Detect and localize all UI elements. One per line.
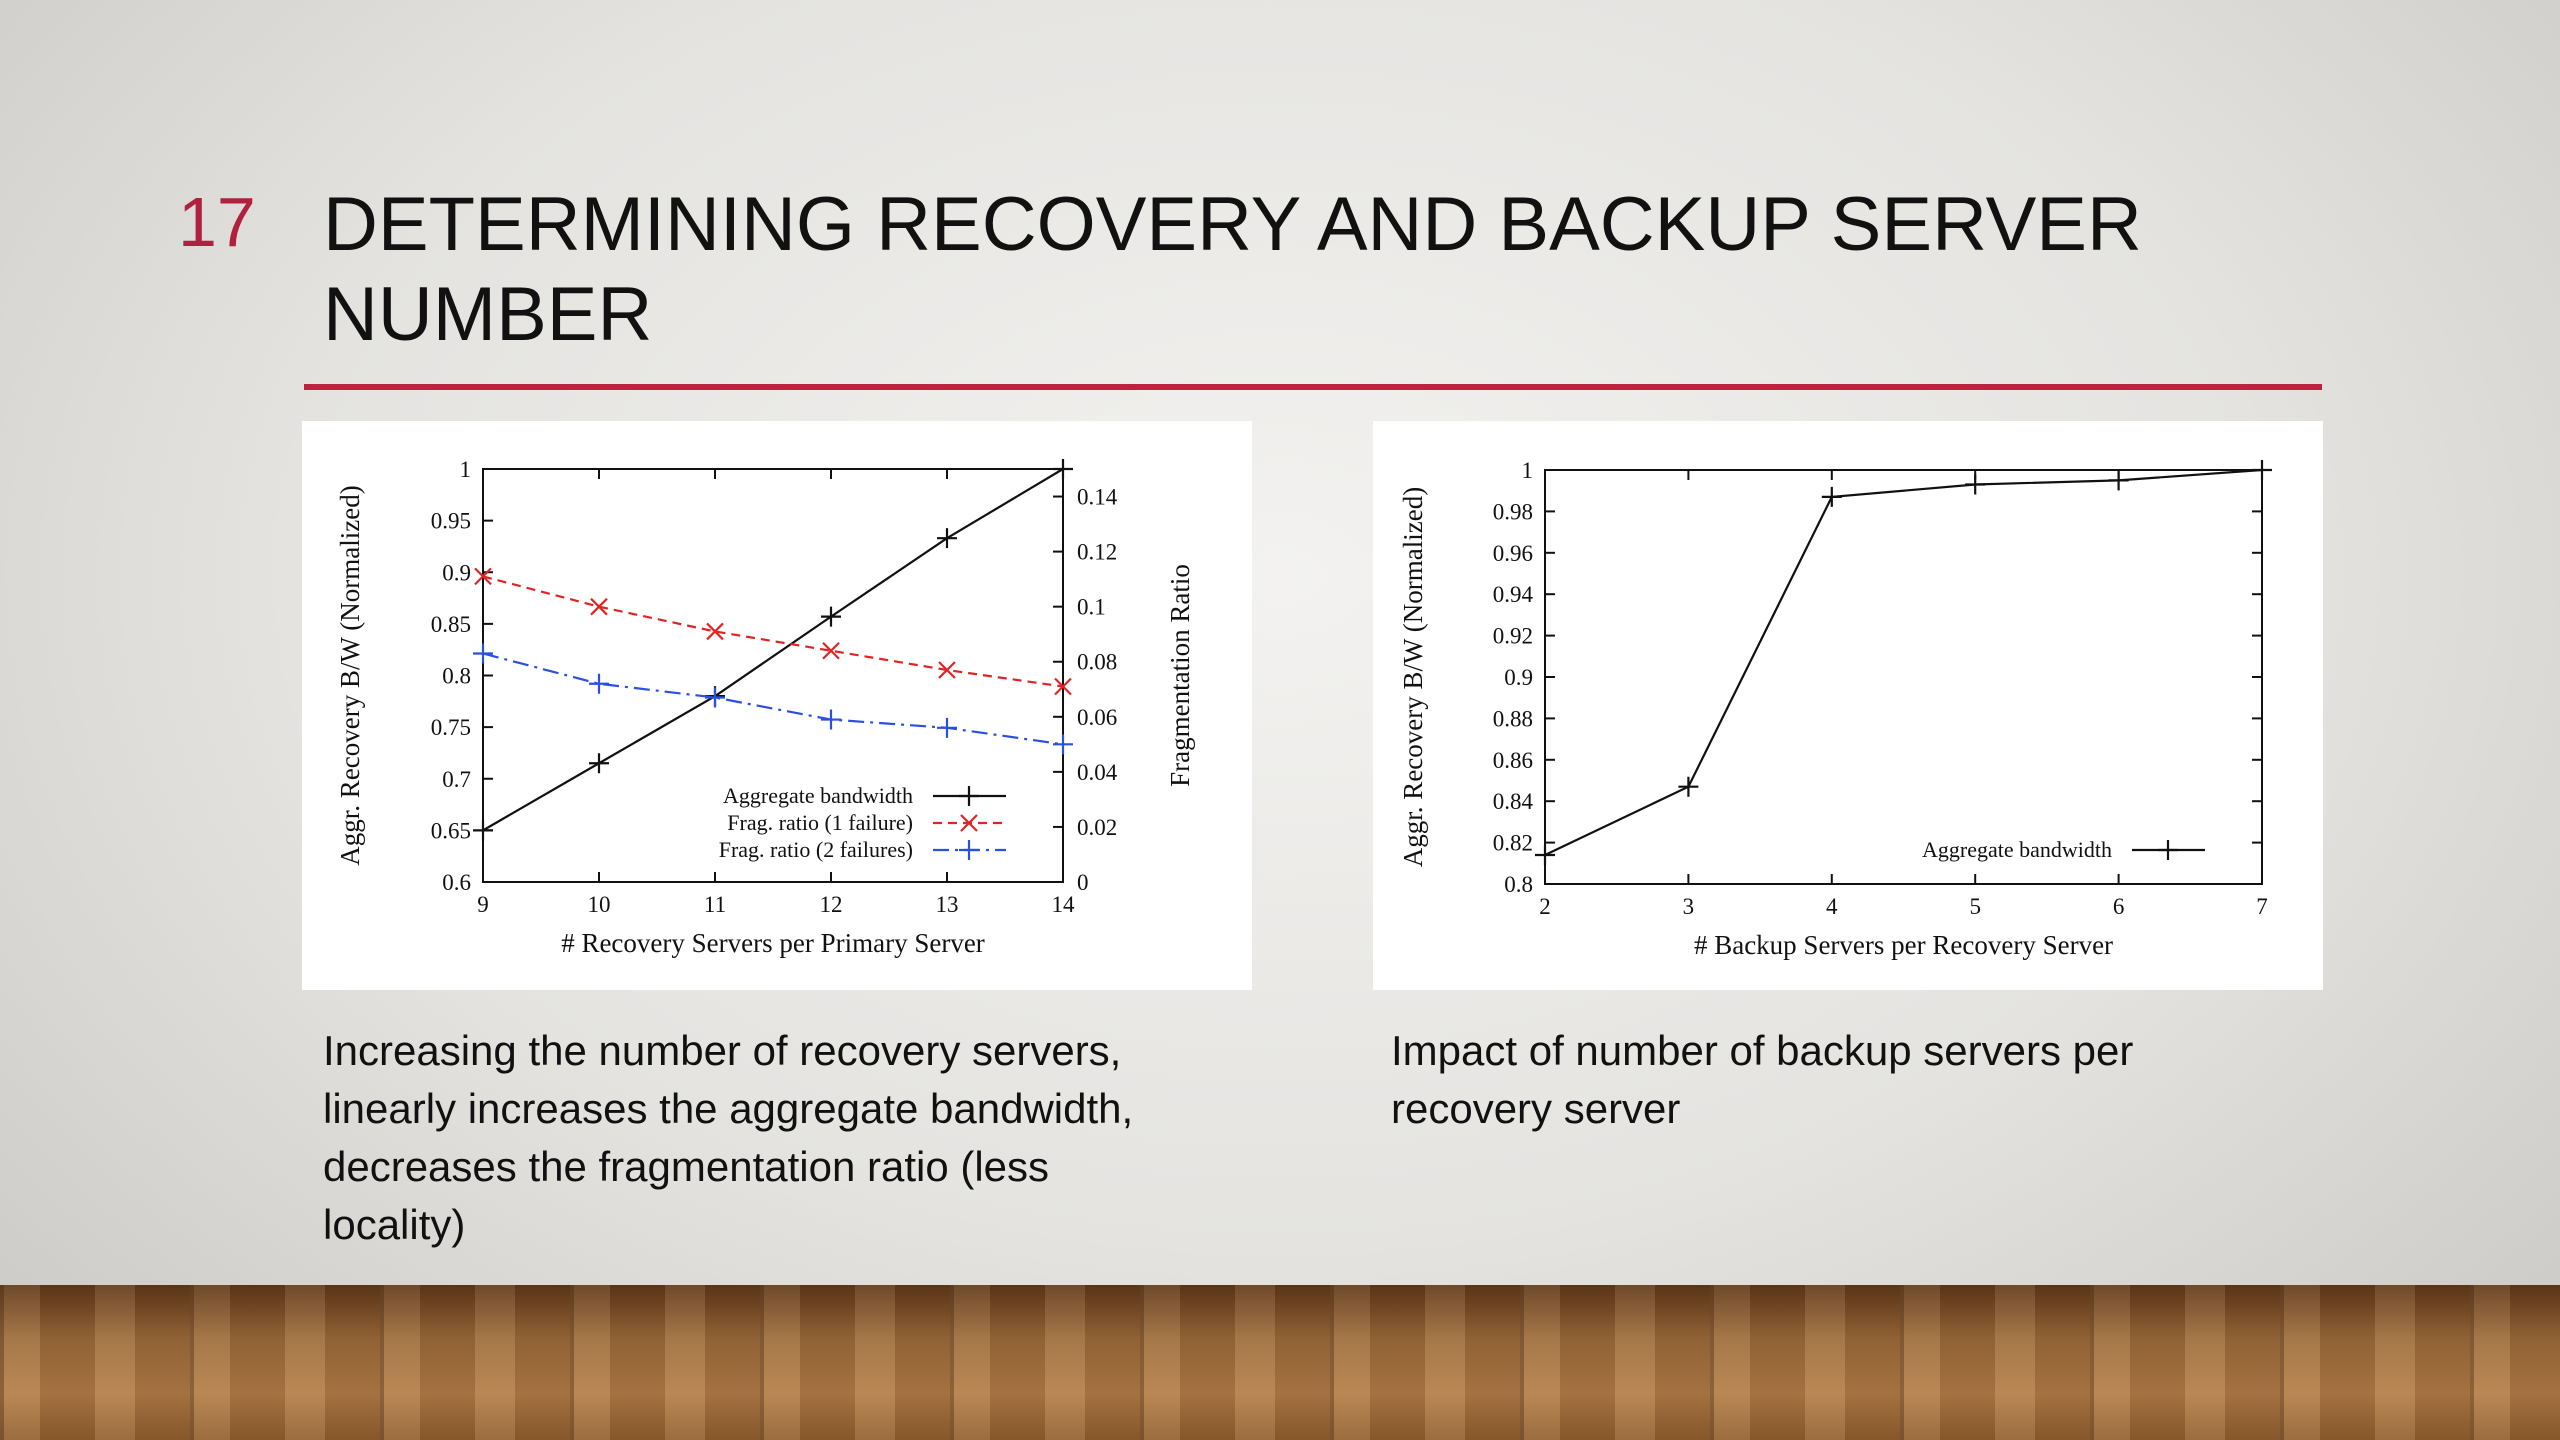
y-tick-label: 0.8 <box>1504 872 1533 897</box>
x-tick-label: 2 <box>1539 894 1551 919</box>
y2-tick-label: 0.02 <box>1077 815 1117 840</box>
point-marker <box>474 567 492 586</box>
point-marker <box>1053 734 1073 755</box>
y2-tick-label: 0.12 <box>1077 540 1117 565</box>
y2-tick-label: 0.08 <box>1077 650 1117 675</box>
y-tick-label: 0.84 <box>1493 789 1534 814</box>
legend-marker <box>959 840 979 860</box>
x-tick-label: 9 <box>477 892 489 917</box>
legend-marker <box>959 786 979 806</box>
y-tick-label: 0.9 <box>1504 665 1533 690</box>
legend-label: Frag. ratio (1 failure) <box>727 810 913 835</box>
point-marker <box>1678 776 1699 797</box>
slide-title: DETERMINING RECOVERY AND BACKUP SERVER N… <box>323 182 2142 357</box>
y-tick-label: 0.95 <box>431 509 471 534</box>
point-marker <box>821 709 841 730</box>
series-line <box>482 575 1064 688</box>
chart: 2 3 4 5 6 7 0.8 0.82 0.84 0.86 0.88 0.9 0.92 0.94 0.96… <box>1398 458 2272 960</box>
x-tick-label: 13 <box>936 892 959 917</box>
x-tick-label: 12 <box>820 892 843 917</box>
x-tick-label: 4 <box>1826 894 1838 919</box>
legend-label: Aggregate bandwidth <box>723 783 913 808</box>
y-tick-label: 0.6 <box>442 870 471 895</box>
point-marker <box>937 528 957 549</box>
point-marker <box>937 717 957 738</box>
series-line <box>1544 468 2263 857</box>
y-axis-label: Aggr. Recovery B/W (Normalized) <box>1398 487 1428 867</box>
point-marker <box>1965 474 1986 495</box>
point-marker <box>589 753 609 774</box>
y-tick-label: 0.92 <box>1493 624 1533 649</box>
caption-line: Impact of number of backup servers per <box>1391 1027 2134 1074</box>
point-marker <box>938 661 956 679</box>
y-tick-label: 0.82 <box>1493 831 1533 856</box>
y2-tick-label: 0.14 <box>1077 485 1118 510</box>
caption-line: locality) <box>323 1201 466 1248</box>
y-tick-label: 0.75 <box>431 715 471 740</box>
title-rule <box>304 384 2322 390</box>
y2-tick-label: 0 <box>1077 870 1089 895</box>
series-line <box>482 468 1064 832</box>
point-marker <box>821 606 841 627</box>
y2-tick-label: 0.1 <box>1077 595 1106 620</box>
x-tick-label: 7 <box>2256 894 2268 919</box>
point-marker <box>589 673 609 694</box>
y-tick-label: 0.86 <box>1493 748 1533 773</box>
chart-panel: 2 3 4 5 6 7 0.8 0.82 0.84 0.86 0.88 0.9 0.92 0.94 0.96… <box>1373 421 2323 990</box>
point-marker <box>590 597 608 616</box>
y-tick-label: 0.9 <box>442 560 471 585</box>
y-tick-label: 0.94 <box>1493 582 1534 607</box>
caption-line: decreases the fragmentation ratio (less <box>323 1143 1050 1190</box>
chart-panel: 9 10 11 12 13 14 0.6 0.65 0.7 0.75 0.8 0.85 0.9 0.95 1… <box>302 421 1252 990</box>
y-tick-label: 0.8 <box>442 664 471 689</box>
x-tick-label: 14 <box>1052 892 1076 917</box>
legend-label: Aggregate bandwidth <box>1922 837 2112 862</box>
point-marker <box>1053 459 1073 479</box>
y-axis-label: Aggr. Recovery B/W (Normalized) <box>335 485 365 865</box>
y2-axis-label: Fragmentation Ratio <box>1165 564 1195 787</box>
plot-frame <box>1544 469 2263 885</box>
y-tick-label: 0.88 <box>1493 706 1533 731</box>
x-axis-label: # Backup Servers per Recovery Server <box>1694 930 2113 960</box>
caption: Increasing the number of recovery server… <box>323 1022 1133 1254</box>
series-line <box>482 652 1064 746</box>
floor <box>0 1285 2560 1440</box>
x-tick-label: 3 <box>1683 894 1695 919</box>
point-marker <box>1535 845 1555 866</box>
y-tick-label: 0.65 <box>431 818 471 843</box>
point-marker <box>822 641 840 660</box>
point-marker <box>2252 460 2272 480</box>
legend-marker <box>2158 840 2178 860</box>
caption: Impact of number of backup servers per re… <box>1391 1022 2133 1138</box>
y2-tick-label: 0.04 <box>1077 760 1118 785</box>
y-tick-label: 0.7 <box>442 767 471 792</box>
caption-line: Increasing the number of recovery server… <box>323 1027 1122 1074</box>
x-tick-label: 10 <box>588 892 611 917</box>
y-tick-label: 0.98 <box>1493 499 1533 524</box>
caption-line: recovery server <box>1391 1085 1681 1132</box>
legend-label: Frag. ratio (2 failures) <box>719 837 913 862</box>
y2-tick-label: 0.06 <box>1077 705 1117 730</box>
point-marker <box>473 643 493 664</box>
y-tick-label: 0.85 <box>431 612 471 637</box>
x-axis-label: # Recovery Servers per Primary Server <box>561 928 985 958</box>
chart: 9 10 11 12 13 140.60.650.70.750.80.850.90.951… <box>335 457 1195 958</box>
point-marker <box>1054 677 1072 696</box>
y-tick-label: 1 <box>460 457 472 482</box>
legend-marker <box>960 814 978 832</box>
slide-number: 17 <box>178 183 256 261</box>
point-marker <box>705 687 725 708</box>
caption-line: linearly increases the aggregate bandwid… <box>323 1085 1134 1132</box>
x-tick-label: 6 <box>2113 894 2125 919</box>
point-marker <box>1821 486 1842 507</box>
point-marker <box>473 820 493 841</box>
x-tick-label: 11 <box>704 892 726 917</box>
y-tick-label: 1 <box>1522 458 1534 483</box>
point-marker <box>2108 470 2129 491</box>
x-tick-label: 5 <box>1969 894 1981 919</box>
point-marker <box>706 622 724 641</box>
y-tick-label: 0.96 <box>1493 541 1533 566</box>
